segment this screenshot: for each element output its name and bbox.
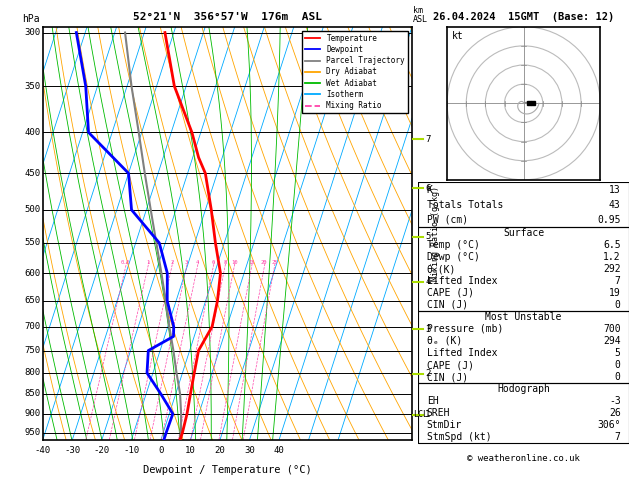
- Text: 350: 350: [25, 82, 41, 90]
- Text: -20: -20: [94, 446, 110, 455]
- Text: 1: 1: [146, 260, 150, 265]
- Text: 5: 5: [615, 348, 621, 358]
- Text: 43: 43: [609, 200, 621, 210]
- Text: 20: 20: [261, 260, 267, 265]
- Text: 30: 30: [244, 446, 255, 455]
- Text: 26: 26: [609, 408, 621, 418]
- Text: 6.5: 6.5: [603, 240, 621, 250]
- Text: CIN (J): CIN (J): [426, 299, 468, 310]
- Text: 0.5: 0.5: [121, 260, 130, 265]
- Text: 0.95: 0.95: [597, 215, 621, 225]
- Text: CIN (J): CIN (J): [426, 372, 468, 382]
- Text: -40: -40: [35, 446, 51, 455]
- Text: Totals Totals: Totals Totals: [426, 200, 503, 210]
- Text: θₑ (K): θₑ (K): [426, 336, 462, 346]
- Text: CAPE (J): CAPE (J): [426, 288, 474, 298]
- Text: -10: -10: [123, 446, 140, 455]
- Text: Surface: Surface: [503, 228, 544, 239]
- Text: Hodograph: Hodograph: [497, 384, 550, 395]
- Text: PW (cm): PW (cm): [426, 215, 468, 225]
- Legend: Temperature, Dewpoint, Parcel Trajectory, Dry Adiabat, Wet Adiabat, Isotherm, Mi: Temperature, Dewpoint, Parcel Trajectory…: [302, 31, 408, 113]
- Text: 2: 2: [425, 369, 431, 378]
- Text: -3: -3: [609, 397, 621, 406]
- Text: StmSpd (kt): StmSpd (kt): [426, 432, 491, 442]
- Text: 650: 650: [25, 296, 41, 305]
- Text: 700: 700: [25, 322, 41, 331]
- Text: kt: kt: [452, 31, 464, 41]
- Text: 3: 3: [425, 325, 431, 333]
- Text: 450: 450: [25, 169, 41, 178]
- Text: K: K: [426, 185, 433, 195]
- Text: 0: 0: [615, 360, 621, 370]
- Text: 1.2: 1.2: [603, 252, 621, 262]
- Text: 2: 2: [170, 260, 173, 265]
- Text: SREH: SREH: [426, 408, 450, 418]
- Text: © weatheronline.co.uk: © weatheronline.co.uk: [467, 454, 580, 463]
- Text: 550: 550: [25, 239, 41, 247]
- Text: 294: 294: [603, 336, 621, 346]
- Text: Pressure (mb): Pressure (mb): [426, 324, 503, 334]
- Text: 10: 10: [231, 260, 237, 265]
- Text: 7: 7: [615, 276, 621, 286]
- Text: 6: 6: [425, 184, 431, 193]
- Text: 306°: 306°: [597, 420, 621, 430]
- Text: 900: 900: [25, 409, 41, 418]
- Text: 20: 20: [214, 446, 225, 455]
- Text: Mixing Ratio (g/kg): Mixing Ratio (g/kg): [431, 186, 440, 281]
- Text: 40: 40: [274, 446, 284, 455]
- Text: 4: 4: [196, 260, 199, 265]
- Text: 10: 10: [185, 446, 196, 455]
- Text: 5: 5: [425, 232, 431, 241]
- Text: Dewp (°C): Dewp (°C): [426, 252, 479, 262]
- Text: LCL: LCL: [413, 410, 428, 419]
- Text: Lifted Index: Lifted Index: [426, 348, 497, 358]
- Text: Dewpoint / Temperature (°C): Dewpoint / Temperature (°C): [143, 465, 312, 475]
- Text: CAPE (J): CAPE (J): [426, 360, 474, 370]
- Text: Temp (°C): Temp (°C): [426, 240, 479, 250]
- Text: 500: 500: [25, 206, 41, 214]
- Text: StmDir: StmDir: [426, 420, 462, 430]
- Text: 0: 0: [615, 299, 621, 310]
- Text: 850: 850: [25, 389, 41, 399]
- Text: 950: 950: [25, 428, 41, 437]
- Text: 700: 700: [603, 324, 621, 334]
- Text: 1: 1: [425, 410, 431, 419]
- Text: 3: 3: [185, 260, 188, 265]
- Text: 7: 7: [425, 135, 431, 144]
- Text: 52°21'N  356°57'W  176m  ASL: 52°21'N 356°57'W 176m ASL: [133, 12, 322, 22]
- Text: 292: 292: [603, 264, 621, 274]
- Text: 13: 13: [609, 185, 621, 195]
- Text: 750: 750: [25, 346, 41, 355]
- Text: 0: 0: [615, 372, 621, 382]
- Text: 6: 6: [211, 260, 214, 265]
- Text: 19: 19: [609, 288, 621, 298]
- Text: 8: 8: [223, 260, 226, 265]
- Text: km
ASL: km ASL: [413, 6, 428, 24]
- Text: 800: 800: [25, 368, 41, 378]
- Text: EH: EH: [426, 397, 438, 406]
- Text: Lifted Index: Lifted Index: [426, 276, 497, 286]
- Text: 600: 600: [25, 269, 41, 278]
- Text: 26.04.2024  15GMT  (Base: 12): 26.04.2024 15GMT (Base: 12): [433, 12, 615, 22]
- Text: 7: 7: [615, 432, 621, 442]
- Text: θₑ(K): θₑ(K): [426, 264, 456, 274]
- Text: Most Unstable: Most Unstable: [486, 312, 562, 322]
- Text: 400: 400: [25, 128, 41, 137]
- Text: -30: -30: [64, 446, 81, 455]
- Text: 0: 0: [159, 446, 164, 455]
- Text: 25: 25: [271, 260, 277, 265]
- Text: 4: 4: [425, 277, 431, 286]
- Text: 15: 15: [248, 260, 255, 265]
- Text: 300: 300: [25, 28, 41, 37]
- Text: hPa: hPa: [22, 14, 40, 24]
